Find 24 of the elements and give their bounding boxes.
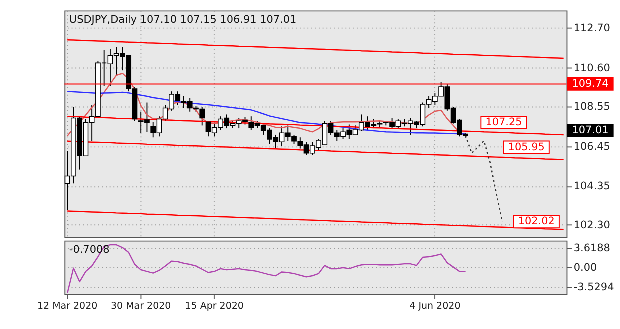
y-tick-label: 108.55 [574,101,610,114]
y-tick-label: 112.70 [574,22,610,34]
annotation: 107.25 [486,116,522,129]
text: 107.01 [572,124,609,137]
line-series [66,140,564,160]
line-series [66,244,466,294]
line-series [66,210,564,230]
annotation: 102.02 [518,216,555,228]
x-tick-label: 12 Mar 2020 [37,300,98,312]
x-tick-label: 4 Jun 2020 [410,300,461,312]
line-series [66,39,564,60]
x-tick-label: 15 Apr 2020 [185,300,244,312]
annotation: 105.95 [508,141,545,154]
line-series [465,135,504,223]
y-tick-label: 0.00 [574,262,598,274]
chart-title: USDJPY,Daily 107.10 107.15 106.91 107.01 [69,14,297,26]
y-tick-label: 102.30 [574,219,610,232]
ref-line-label: 109.74 [572,78,610,90]
y-tick-label: 106.45 [574,140,610,153]
y-tick-label: -3.5294 [574,281,615,294]
y-tick-label: 110.60 [574,62,610,74]
y-tick-label: 3.6188 [574,242,610,255]
x-tick-label: 30 Mar 2020 [110,300,172,312]
y-tick-label: 104.35 [574,180,610,193]
